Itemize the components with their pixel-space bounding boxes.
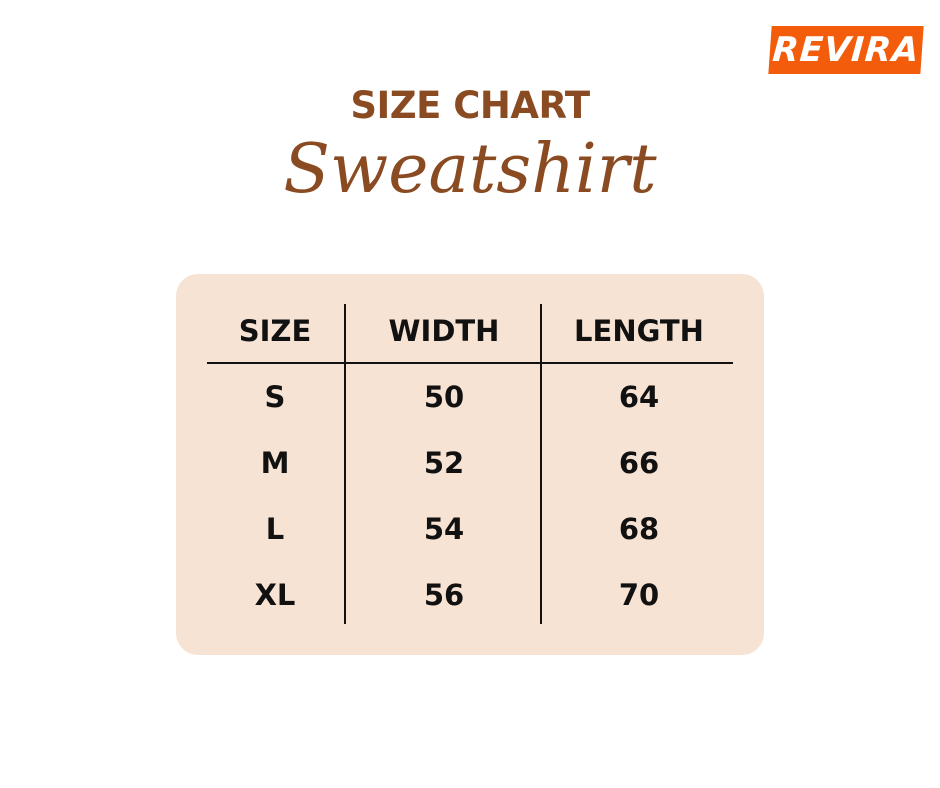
table-cell: 68 [618, 512, 660, 546]
table-cell: 56 [423, 578, 465, 612]
table-cell: L [265, 512, 285, 546]
column-header: WIDTH [388, 314, 500, 348]
page-title: SIZE CHART [350, 84, 590, 127]
column-divider [344, 304, 346, 624]
table-cell: 54 [423, 512, 465, 546]
table-cell: XL [254, 578, 296, 612]
table-cell: 52 [423, 446, 465, 480]
column-header: LENGTH [574, 314, 704, 348]
table-cell: 70 [618, 578, 660, 612]
logo-text: REVIRA [771, 30, 921, 70]
column-divider [540, 304, 542, 624]
header-divider [207, 362, 733, 364]
column-header: SIZE [238, 314, 312, 348]
page-subtitle: Sweatshirt [283, 130, 657, 209]
table-cell: S [264, 380, 286, 414]
brand-logo: REVIRA [768, 26, 924, 74]
table-cell: 64 [618, 380, 660, 414]
size-table-card [176, 274, 764, 655]
table-cell: 66 [618, 446, 660, 480]
table-cell: M [260, 446, 290, 480]
table-cell: 50 [423, 380, 465, 414]
